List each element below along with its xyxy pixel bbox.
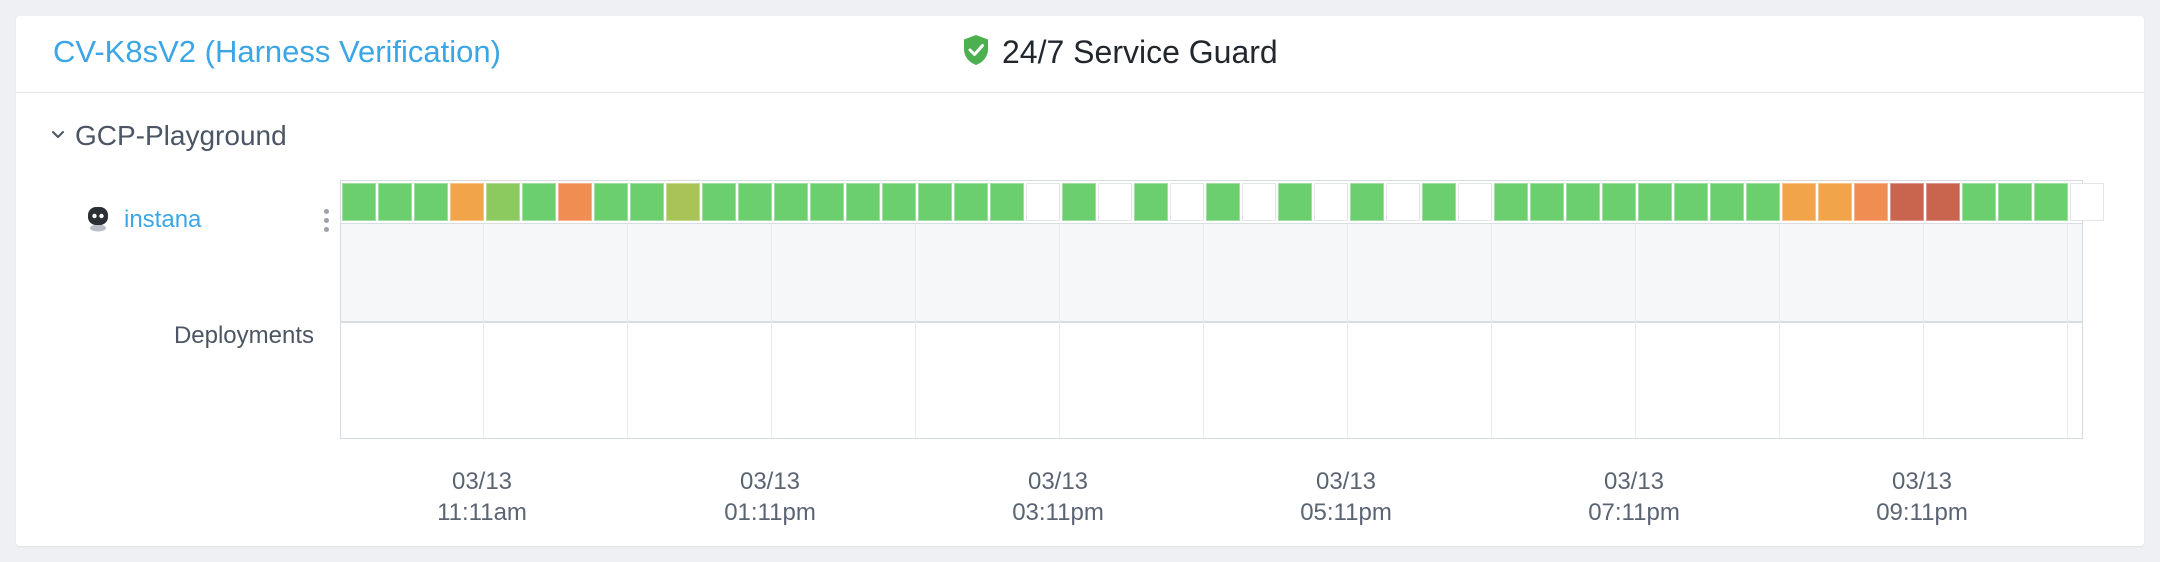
service-guard-label: 24/7 Service Guard [1002,33,1278,70]
health-cell[interactable] [630,183,664,221]
health-cell[interactable] [1170,183,1204,221]
health-cell[interactable] [1854,183,1888,221]
health-cell[interactable] [1674,183,1708,221]
health-cell[interactable] [1026,183,1060,221]
health-cell[interactable] [846,183,880,221]
health-cell[interactable] [1998,183,2032,221]
time-axis-tick: 03/13 11:11am [412,466,552,528]
tick-date: 03/13 [739,468,801,495]
grid-line [1059,224,1060,438]
health-cell[interactable] [702,183,736,221]
health-cell[interactable] [1386,183,1420,221]
tick-time: 09:11pm [1876,499,1968,526]
health-cell[interactable] [1278,183,1312,221]
card-header: CV-K8sV2 (Harness Verification) 24/7 Ser… [16,16,2144,93]
tick-date: 03/13 [1027,468,1089,495]
health-cell[interactable] [1638,183,1672,221]
health-cell[interactable] [738,183,772,221]
grid-line [1347,224,1348,438]
grid-line [1635,224,1636,438]
health-cell[interactable] [1062,183,1096,221]
service-row-label: instana [86,202,201,238]
deployments-band [341,224,2082,323]
time-axis-tick: 03/13 05:11pm [1276,466,1416,528]
grid-line [771,224,772,438]
health-cell[interactable] [2070,183,2104,221]
health-cell[interactable] [1926,183,1960,221]
service-name-link[interactable]: instana [124,206,202,233]
grid-line [1491,224,1492,438]
service-guard-title: 24/7 Service Guard [962,32,1278,72]
health-cell[interactable] [810,183,844,221]
service-guard-card: CV-K8sV2 (Harness Verification) 24/7 Ser… [16,16,2144,546]
health-cell[interactable] [1818,183,1852,221]
grid-line [627,224,628,438]
health-cell[interactable] [1350,183,1384,221]
health-cell[interactable] [2034,183,2068,221]
health-cell[interactable] [918,183,952,221]
shield-check-icon [962,34,990,71]
health-cell[interactable] [1314,183,1348,221]
tick-time: 07:11pm [1588,499,1680,526]
health-cell[interactable] [378,183,412,221]
health-cell[interactable] [1782,183,1816,221]
health-cell[interactable] [1422,183,1456,221]
health-cell[interactable] [1098,183,1132,221]
more-options-icon[interactable] [314,202,338,238]
chevron-down-icon [51,127,65,145]
time-axis-tick: 03/13 03:11pm [988,466,1128,528]
health-cell[interactable] [1890,183,1924,221]
tick-time: 03:11pm [1012,499,1104,526]
health-cell[interactable] [342,183,376,221]
health-cell[interactable] [1530,183,1564,221]
timeline-chart [340,180,2104,439]
health-cell[interactable] [1242,183,1276,221]
health-cell[interactable] [522,183,556,221]
time-axis-tick: 03/13 07:11pm [1564,466,1704,528]
health-cell[interactable] [1206,183,1240,221]
tick-date: 03/13 [1603,468,1665,495]
health-cell[interactable] [414,183,448,221]
timeline-lower-band [341,323,2082,438]
health-cell[interactable] [1494,183,1528,221]
health-cell[interactable] [1134,183,1168,221]
tick-time: 05:11pm [1300,499,1392,526]
deployments-label: Deployments [173,322,314,349]
grid-line [2067,224,2068,438]
tick-date: 03/13 [1891,468,1953,495]
tick-time: 11:11am [437,499,527,526]
app-title-link[interactable]: CV-K8sV2 (Harness Verification) [53,34,501,69]
health-cell[interactable] [954,183,988,221]
environment-name: GCP-Playground [75,120,287,151]
health-strip [341,181,2104,224]
tick-date: 03/13 [1315,468,1377,495]
health-cell[interactable] [1566,183,1600,221]
grid-line [483,224,484,438]
health-cell[interactable] [450,183,484,221]
health-cell[interactable] [558,183,592,221]
health-cell[interactable] [990,183,1024,221]
grid-line [1779,224,1780,438]
tick-time: 01:11pm [724,499,816,526]
health-cell[interactable] [882,183,916,221]
grid-line [915,224,916,438]
environment-section-toggle[interactable]: GCP-Playground [51,116,287,156]
health-cell[interactable] [1602,183,1636,221]
health-cell[interactable] [774,183,808,221]
health-cell[interactable] [666,183,700,221]
health-cell[interactable] [486,183,520,221]
grid-line [1203,224,1204,438]
robot-icon [86,204,110,237]
health-cell[interactable] [1710,183,1744,221]
health-cell[interactable] [594,183,628,221]
time-axis-tick: 03/13 09:11pm [1852,466,1992,528]
grid-line [1923,224,1924,438]
time-axis-tick: 03/13 01:11pm [700,466,840,528]
health-cell[interactable] [1746,183,1780,221]
health-cell[interactable] [1962,183,1996,221]
tick-date: 03/13 [451,468,513,495]
health-cell[interactable] [1458,183,1492,221]
